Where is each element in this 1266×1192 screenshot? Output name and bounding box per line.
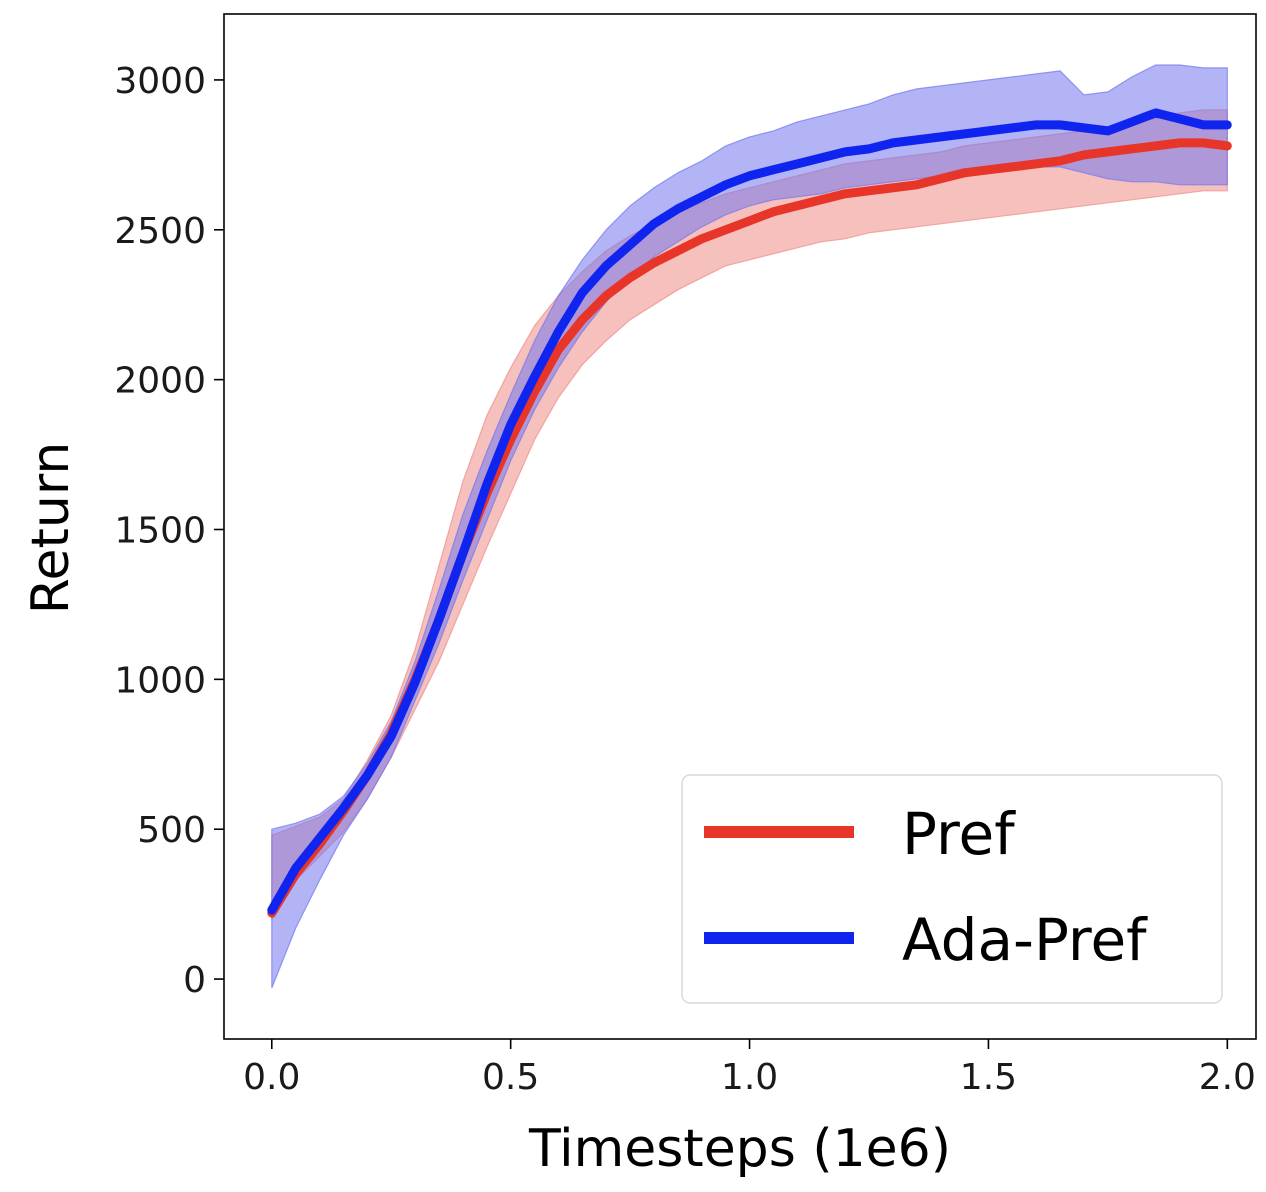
legend: Pref Ada-Pref <box>681 774 1223 1004</box>
x-tick-label: 1.0 <box>721 1057 778 1098</box>
y-tick-label: 1000 <box>114 660 206 701</box>
x-axis-ticks: 0.0 0.5 1.0 1.5 2.0 <box>243 1039 1256 1098</box>
y-tick-label: 2500 <box>114 211 206 252</box>
plot-area-frame <box>223 13 1257 1040</box>
y-tick-label: 1500 <box>114 510 206 551</box>
y-axis-ticks: 0 500 1000 1500 2000 2500 3000 <box>114 61 224 1001</box>
y-tick-label: 500 <box>137 810 206 851</box>
x-axis-label: Timesteps (1e6) <box>528 1119 951 1179</box>
y-tick-label: 3000 <box>114 61 206 102</box>
line-ada-pref <box>267 108 1232 915</box>
x-tick-label: 0.0 <box>243 1057 300 1098</box>
legend-label-ada-pref: Ada-Pref <box>902 906 1148 974</box>
x-tick-label: 1.5 <box>960 1057 1017 1098</box>
y-tick-label: 0 <box>183 960 206 1001</box>
legend-label-pref: Pref <box>902 800 1016 868</box>
x-tick-label: 2.0 <box>1199 1057 1256 1098</box>
band-ada-pref <box>271 64 1228 989</box>
confidence-bands <box>271 64 1228 989</box>
x-tick-label: 0.5 <box>482 1057 539 1098</box>
y-axis-label: Return <box>21 442 81 615</box>
series-lines <box>267 108 1232 918</box>
y-tick-label: 2000 <box>114 361 206 402</box>
